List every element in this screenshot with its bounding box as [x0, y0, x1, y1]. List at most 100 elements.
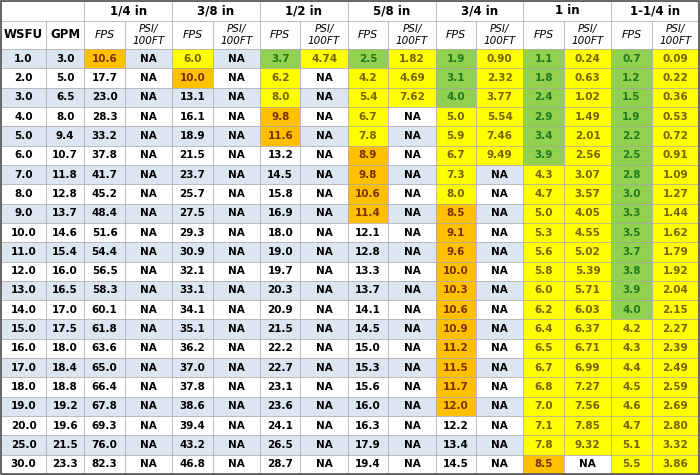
- Text: 54.4: 54.4: [92, 247, 118, 257]
- Bar: [389, 204, 435, 223]
- Text: 9.1: 9.1: [447, 228, 465, 238]
- Text: 4.0: 4.0: [14, 112, 33, 122]
- Bar: [524, 281, 564, 300]
- Bar: [348, 204, 388, 223]
- Text: 0.36: 0.36: [662, 92, 688, 102]
- Text: 0.24: 0.24: [575, 54, 601, 64]
- Text: NA: NA: [140, 285, 157, 295]
- Bar: [1, 358, 46, 378]
- Text: 2.80: 2.80: [662, 421, 688, 431]
- Text: NA: NA: [228, 150, 245, 160]
- Bar: [125, 184, 172, 204]
- Bar: [476, 455, 524, 474]
- Bar: [260, 242, 300, 262]
- Text: 2.39: 2.39: [662, 343, 688, 353]
- Text: 1.0: 1.0: [14, 54, 33, 64]
- Bar: [172, 242, 213, 262]
- Bar: [46, 320, 84, 339]
- Bar: [125, 281, 172, 300]
- Bar: [213, 281, 260, 300]
- Bar: [652, 262, 699, 281]
- Text: 10.6: 10.6: [92, 54, 118, 64]
- Bar: [476, 223, 524, 242]
- Text: NA: NA: [316, 266, 332, 276]
- Text: NA: NA: [491, 228, 508, 238]
- Text: NA: NA: [491, 343, 508, 353]
- Bar: [524, 242, 564, 262]
- Text: NA: NA: [316, 189, 332, 199]
- Text: 24.1: 24.1: [267, 421, 293, 431]
- Bar: [435, 300, 476, 320]
- Bar: [435, 204, 476, 223]
- Bar: [172, 320, 213, 339]
- Text: NA: NA: [140, 54, 157, 64]
- Bar: [389, 165, 435, 184]
- Text: NA: NA: [140, 150, 157, 160]
- Text: 0.22: 0.22: [662, 73, 688, 83]
- Text: 3.8: 3.8: [622, 266, 640, 276]
- Bar: [213, 397, 260, 416]
- Bar: [652, 126, 699, 146]
- Bar: [652, 416, 699, 436]
- Text: NA: NA: [140, 131, 157, 141]
- Text: PSI/
100FT: PSI/ 100FT: [308, 24, 340, 46]
- Bar: [435, 378, 476, 397]
- Bar: [84, 1, 172, 21]
- Bar: [172, 146, 213, 165]
- Text: 4.74: 4.74: [311, 54, 337, 64]
- Text: NA: NA: [316, 170, 332, 180]
- Bar: [564, 49, 611, 68]
- Text: 6.8: 6.8: [534, 382, 553, 392]
- Text: 16.0: 16.0: [10, 343, 36, 353]
- Text: NA: NA: [403, 285, 420, 295]
- Text: 16.1: 16.1: [179, 112, 205, 122]
- Bar: [524, 126, 564, 146]
- Bar: [564, 281, 611, 300]
- Bar: [435, 223, 476, 242]
- Text: NA: NA: [316, 382, 332, 392]
- Bar: [348, 300, 388, 320]
- Bar: [260, 436, 300, 455]
- Bar: [348, 320, 388, 339]
- Text: 5.0: 5.0: [534, 208, 553, 218]
- Text: 46.8: 46.8: [179, 459, 205, 469]
- Text: 27.5: 27.5: [179, 208, 205, 218]
- Text: 39.4: 39.4: [179, 421, 205, 431]
- Bar: [172, 165, 213, 184]
- Bar: [300, 339, 348, 358]
- Text: 7.0: 7.0: [14, 170, 33, 180]
- Bar: [1, 455, 46, 474]
- Bar: [524, 339, 564, 358]
- Bar: [564, 436, 611, 455]
- Text: NA: NA: [228, 285, 245, 295]
- Bar: [389, 397, 435, 416]
- Bar: [524, 87, 564, 107]
- Bar: [125, 87, 172, 107]
- Text: NA: NA: [140, 343, 157, 353]
- Bar: [435, 165, 476, 184]
- Text: 2.01: 2.01: [575, 131, 601, 141]
- Bar: [300, 300, 348, 320]
- Bar: [1, 378, 46, 397]
- Text: 3.4: 3.4: [534, 131, 553, 141]
- Bar: [46, 49, 84, 68]
- Bar: [476, 126, 524, 146]
- Bar: [125, 146, 172, 165]
- Text: 15.4: 15.4: [52, 247, 78, 257]
- Text: 5.02: 5.02: [575, 247, 601, 257]
- Bar: [435, 184, 476, 204]
- Bar: [84, 87, 125, 107]
- Text: 82.3: 82.3: [92, 459, 118, 469]
- Text: NA: NA: [316, 150, 332, 160]
- Text: 2.5: 2.5: [359, 54, 377, 64]
- Bar: [435, 107, 476, 126]
- Text: 7.46: 7.46: [486, 131, 512, 141]
- Text: 23.7: 23.7: [179, 170, 205, 180]
- Bar: [213, 68, 260, 87]
- Bar: [389, 378, 435, 397]
- Bar: [260, 397, 300, 416]
- Text: NA: NA: [316, 459, 332, 469]
- Bar: [84, 300, 125, 320]
- Text: 13.2: 13.2: [267, 150, 293, 160]
- Text: 18.4: 18.4: [52, 363, 78, 373]
